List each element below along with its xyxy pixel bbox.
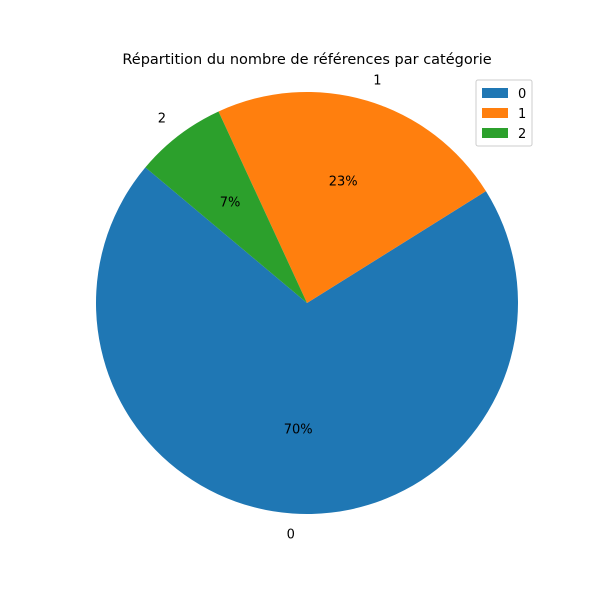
- pie-slices: [96, 92, 519, 515]
- legend: 0 1 2: [475, 79, 533, 147]
- pie-slice-labels: 0 1 2: [158, 74, 382, 543]
- slice-label-2: 2: [158, 112, 166, 127]
- legend-label-1: 1: [518, 107, 526, 122]
- percent-label-2: 7%: [220, 195, 241, 210]
- legend-swatch-0: [482, 88, 508, 98]
- pie-slice-1: [218, 92, 486, 303]
- legend-label-0: 0: [518, 87, 526, 102]
- pie-slice-0: [96, 167, 519, 515]
- chart-title: Répartition du nombre de références par …: [122, 52, 491, 68]
- slice-label-1: 1: [373, 74, 381, 89]
- legend-swatch-2: [482, 128, 508, 138]
- legend-items: 0 1 2: [482, 87, 526, 142]
- percent-label-1: 23%: [329, 175, 358, 190]
- percent-label-0: 70%: [284, 422, 313, 437]
- slice-label-0: 0: [287, 528, 295, 543]
- pie-percent-labels: 70% 23% 7%: [220, 175, 358, 438]
- pie-slice-2: [145, 111, 307, 303]
- legend-label-2: 2: [518, 127, 526, 142]
- legend-swatch-1: [482, 108, 508, 118]
